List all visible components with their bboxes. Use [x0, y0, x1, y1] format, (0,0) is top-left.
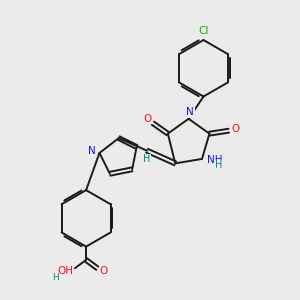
Text: OH: OH — [57, 266, 73, 276]
Text: O: O — [143, 114, 151, 124]
Text: N: N — [186, 107, 194, 117]
Text: O: O — [231, 124, 239, 134]
Text: O: O — [100, 266, 108, 276]
Text: H: H — [52, 273, 59, 282]
Text: N: N — [88, 146, 96, 157]
Text: Cl: Cl — [198, 26, 209, 36]
Text: H: H — [215, 160, 222, 170]
Text: H: H — [143, 154, 151, 164]
Text: NH: NH — [207, 155, 222, 165]
